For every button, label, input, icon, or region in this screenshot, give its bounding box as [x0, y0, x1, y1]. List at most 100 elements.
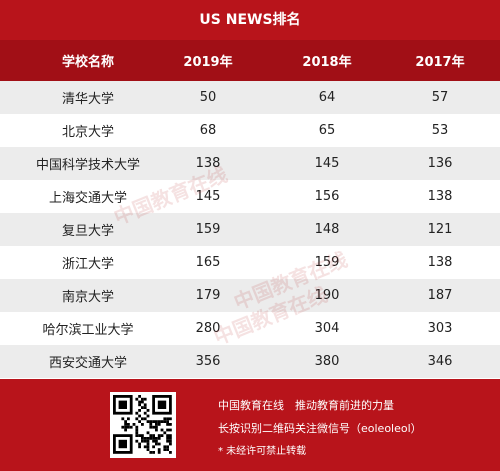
qr-module: [127, 423, 130, 426]
qr-module: [143, 403, 147, 407]
qr-module: [169, 423, 172, 426]
table-row: 哈尔滨工业大学 280 304 303: [0, 312, 500, 345]
table-cell: 304: [314, 321, 340, 336]
qr-module: [124, 420, 127, 423]
qr-module: [149, 420, 153, 423]
qr-module: [166, 417, 169, 421]
qr-module: [166, 437, 169, 440]
table-cell: 复旦大学: [61, 224, 114, 239]
qr-module: [163, 417, 167, 421]
qr-module: [141, 434, 144, 437]
qr-module: [146, 445, 150, 449]
qr-module: [166, 445, 169, 449]
qr-module: [155, 425, 158, 429]
table-cell: 西安交通大学: [48, 356, 127, 371]
qr-module: [155, 442, 158, 446]
qr-module: [152, 420, 155, 423]
qr-module: [155, 439, 158, 443]
qr-module: [169, 442, 172, 446]
qr-module: [152, 434, 155, 437]
qr-module: [146, 437, 150, 440]
table-cell: 380: [314, 354, 340, 369]
table-cell: 190: [314, 288, 340, 303]
qr-module: [149, 423, 153, 426]
qr-module: [152, 425, 155, 429]
qr-module: [143, 397, 147, 401]
qr-module: [166, 420, 169, 423]
qr-module: [121, 417, 125, 421]
qr-module: [163, 445, 167, 449]
qr-module: [138, 420, 141, 423]
qr-module: [135, 434, 139, 437]
table-cell: 179: [195, 288, 221, 303]
footer-line: 中国教育在线 推动教育前进的力量: [218, 399, 394, 412]
qr-module: [149, 434, 153, 437]
qr-module: [138, 409, 141, 412]
qr-module: [143, 411, 147, 415]
qr-module: [166, 434, 169, 437]
footer: 中国教育在线 推动教育前进的力量 长按识别二维码关注微信号（eoleoleol）…: [0, 379, 500, 471]
qr-module: [163, 448, 167, 451]
qr-module: [169, 417, 172, 421]
table-cell: 159: [314, 255, 340, 270]
qr-module: [141, 397, 144, 401]
table-row: 西安交通大学 356 380 346: [0, 345, 500, 378]
table-cell: 187: [427, 288, 453, 303]
qr-module: [157, 434, 161, 437]
qr-module: [121, 425, 125, 429]
table-cell: 136: [427, 156, 453, 171]
qr-module: [129, 425, 133, 429]
qr-module: [143, 439, 147, 443]
table-cell: 121: [427, 222, 453, 237]
qr-module: [124, 428, 127, 432]
qr-module: [141, 417, 144, 421]
qr-module: [141, 437, 144, 440]
qr-module: [124, 425, 127, 429]
qr-module: [163, 420, 167, 423]
qr-module: [155, 437, 158, 440]
table-cell: 57: [431, 90, 449, 105]
qr-module: [135, 425, 139, 429]
qr-module: [166, 448, 169, 451]
table-cell: 50: [199, 90, 217, 105]
qr-module: [152, 437, 155, 440]
qr-module: [146, 431, 150, 435]
qr-module: [166, 439, 169, 443]
qr-module: [143, 437, 147, 440]
qr-module: [157, 451, 161, 454]
table-cell: 159: [195, 222, 221, 237]
qr-module: [127, 417, 130, 421]
qr-module: [141, 439, 144, 443]
table-row: 南京大学 179 190 187: [0, 279, 500, 312]
qr-module: [149, 425, 153, 429]
table-cell: 南京大学: [61, 290, 114, 305]
title: US NEWS排名: [0, 0, 500, 40]
qr-module: [138, 400, 141, 404]
qr-module: [135, 397, 139, 401]
qr-module: [135, 439, 139, 443]
table-row: 上海交通大学 145 156 138: [0, 180, 500, 213]
qr-module: [169, 439, 172, 443]
qr-module: [138, 395, 141, 398]
column-header: 学校名称: [61, 55, 114, 70]
qr-module: [166, 428, 169, 432]
qr-module: [152, 451, 155, 454]
table-row: 清华大学 50 64 57: [0, 81, 500, 114]
footer-line: * 未经许可禁止转载: [218, 446, 307, 457]
qr-module: [141, 423, 144, 426]
qr-module: [124, 423, 127, 426]
table-cell: 138: [427, 189, 453, 204]
table-cell: 138: [195, 156, 221, 171]
header-row: 学校名称 2019年 2018年 2017年: [0, 40, 500, 81]
qr-module: [138, 414, 141, 418]
table-row: 中国科学技术大学 138 145 136: [0, 147, 500, 180]
table-cell: 浙江大学: [61, 257, 114, 272]
qr-module: [157, 400, 167, 409]
footer-line: 长按识别二维码关注微信号（eoleoleol）: [218, 422, 422, 435]
table-cell: 156: [314, 189, 340, 204]
qr-module: [149, 437, 153, 440]
qr-module: [157, 442, 161, 446]
qr-module: [141, 400, 144, 404]
qr-module: [138, 442, 141, 446]
